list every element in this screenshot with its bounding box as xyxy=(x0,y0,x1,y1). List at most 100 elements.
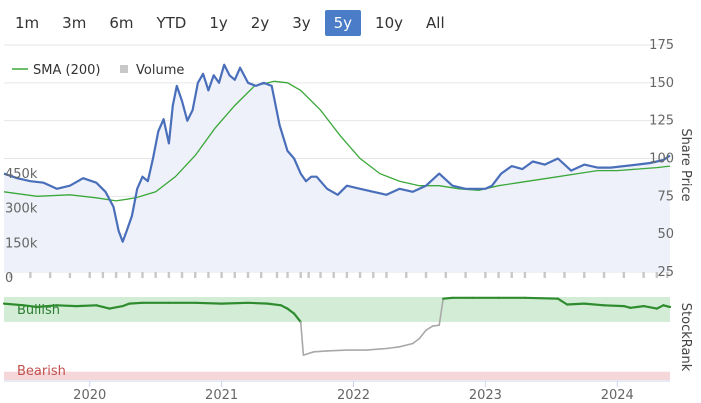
legend-sma-label[interactable]: SMA (200) xyxy=(33,63,100,78)
volume-bar xyxy=(484,268,487,278)
range-button-ytd[interactable]: YTD xyxy=(156,14,187,32)
price-area-fill xyxy=(4,64,670,272)
stockrank-segment xyxy=(22,304,39,309)
x-tick-label: 2021 xyxy=(205,388,238,403)
bearish-zone xyxy=(4,371,670,380)
volume-bar xyxy=(642,271,645,278)
range-button-all[interactable]: All xyxy=(426,14,445,32)
stockrank-segment xyxy=(583,302,606,307)
volume-bar xyxy=(405,271,408,278)
x-axis-ticks: 2020 2021 2022 2023 2024 xyxy=(73,381,634,403)
stockrank-segment xyxy=(75,304,98,308)
price-tick-label: 50 xyxy=(657,227,674,242)
stockrank-segment xyxy=(398,342,414,348)
volume-bar xyxy=(48,272,52,278)
stockrank-segment xyxy=(385,345,401,350)
stockrank-segment xyxy=(108,305,124,310)
stockrank-axis-title: StockRank xyxy=(678,303,693,372)
legend-volume-label[interactable]: Volume xyxy=(136,63,184,78)
volume-bar xyxy=(523,268,527,278)
range-selector: 1m 3m 6m YTD 1y 2y 3y 5y 10y All xyxy=(6,10,459,36)
volume-bar xyxy=(372,268,375,278)
share-price-axis-title: Share Price xyxy=(678,128,693,201)
stockrank-segment xyxy=(523,296,560,300)
sma-200-line xyxy=(3,80,671,202)
stockrank-segment xyxy=(431,324,441,327)
stockrank-segment xyxy=(266,302,283,307)
volume-bar xyxy=(101,267,105,278)
range-button-1y[interactable]: 1y xyxy=(209,14,228,32)
volume-bar xyxy=(9,273,12,278)
stockrank-segment xyxy=(642,305,658,310)
volume-tick-label: 450k xyxy=(5,167,38,182)
stockrank-segment xyxy=(655,304,665,310)
range-button-3y[interactable]: 3y xyxy=(292,14,311,32)
stockrank-segment xyxy=(35,304,58,309)
bearish-zone-label: Bearish xyxy=(17,364,66,379)
stockrank-segment xyxy=(411,337,421,345)
stockrank-segment xyxy=(279,304,289,310)
share-price-line xyxy=(3,63,671,243)
range-button-5y[interactable]: 5y xyxy=(324,10,362,36)
x-tick-label: 2023 xyxy=(469,388,502,403)
stockrank-segment xyxy=(220,301,250,305)
price-tick-label: 150 xyxy=(649,76,674,91)
stockrank-segment xyxy=(622,305,632,309)
volume-legend-square-icon xyxy=(120,65,128,73)
stockrank-segment xyxy=(326,349,348,352)
price-tick-label: 125 xyxy=(649,114,674,129)
stockrank-segment xyxy=(629,305,645,309)
stockrank-segment xyxy=(55,304,78,308)
stockrank-segment xyxy=(602,304,625,308)
volume-bar xyxy=(68,272,72,278)
volume-tick-label: 150k xyxy=(5,236,38,251)
volume-bar xyxy=(385,271,388,278)
stockrank-segment xyxy=(556,297,569,306)
volume-bar xyxy=(563,271,566,278)
chart-legend[interactable]: SMA (200) Volume xyxy=(12,63,184,78)
volume-bar xyxy=(583,271,586,278)
volume-bar xyxy=(299,266,302,278)
price-tick-label: 175 xyxy=(649,38,674,53)
stockrank-segment xyxy=(194,301,223,305)
stockrank-segment xyxy=(425,325,434,332)
volume-bar xyxy=(29,271,32,278)
volume-bar xyxy=(88,271,91,278)
price-tick-label: 100 xyxy=(649,152,674,167)
stockrank-segment xyxy=(299,321,305,356)
stockrank-segment xyxy=(418,329,427,340)
stockrank-segment xyxy=(438,297,445,327)
stockrank-segment xyxy=(2,302,25,307)
range-button-1m[interactable]: 1m xyxy=(15,14,40,32)
volume-tick-label: 300k xyxy=(5,202,38,217)
stockrank-segment xyxy=(128,301,144,305)
range-button-10y[interactable]: 10y xyxy=(375,14,404,32)
price-axis-ticks: 175 150 125 100 75 50 25 xyxy=(649,38,674,280)
range-button-2y[interactable]: 2y xyxy=(250,14,270,32)
stockrank-line xyxy=(2,296,672,356)
volume-bar xyxy=(622,268,626,278)
stockrank-segment xyxy=(442,296,454,300)
stockrank-segment xyxy=(302,350,315,356)
stockrank-segment xyxy=(246,301,269,305)
x-tick-label: 2024 xyxy=(601,388,634,403)
stockrank-segment xyxy=(565,302,586,306)
stockrank-segment xyxy=(662,304,672,309)
x-tick-label: 2020 xyxy=(73,388,106,403)
stockrank-segment xyxy=(293,312,302,323)
volume-tick-label: 0 xyxy=(5,271,13,286)
price-tick-label: 75 xyxy=(657,189,674,204)
x-tick-label: 2022 xyxy=(337,388,370,403)
volume-bar xyxy=(424,268,428,278)
range-button-6m[interactable]: 6m xyxy=(109,14,134,32)
stockrank-segment xyxy=(286,307,296,315)
stockrank-segment xyxy=(313,350,328,353)
stockrank-segment xyxy=(365,347,388,351)
stockrank-segment xyxy=(95,304,111,310)
volume-bar xyxy=(655,266,659,278)
stockrank-segment xyxy=(121,302,131,308)
range-button-3m[interactable]: 3m xyxy=(62,14,87,32)
bullish-zone xyxy=(4,297,670,322)
stockrank-panel: Bullish Bearish xyxy=(2,296,672,380)
